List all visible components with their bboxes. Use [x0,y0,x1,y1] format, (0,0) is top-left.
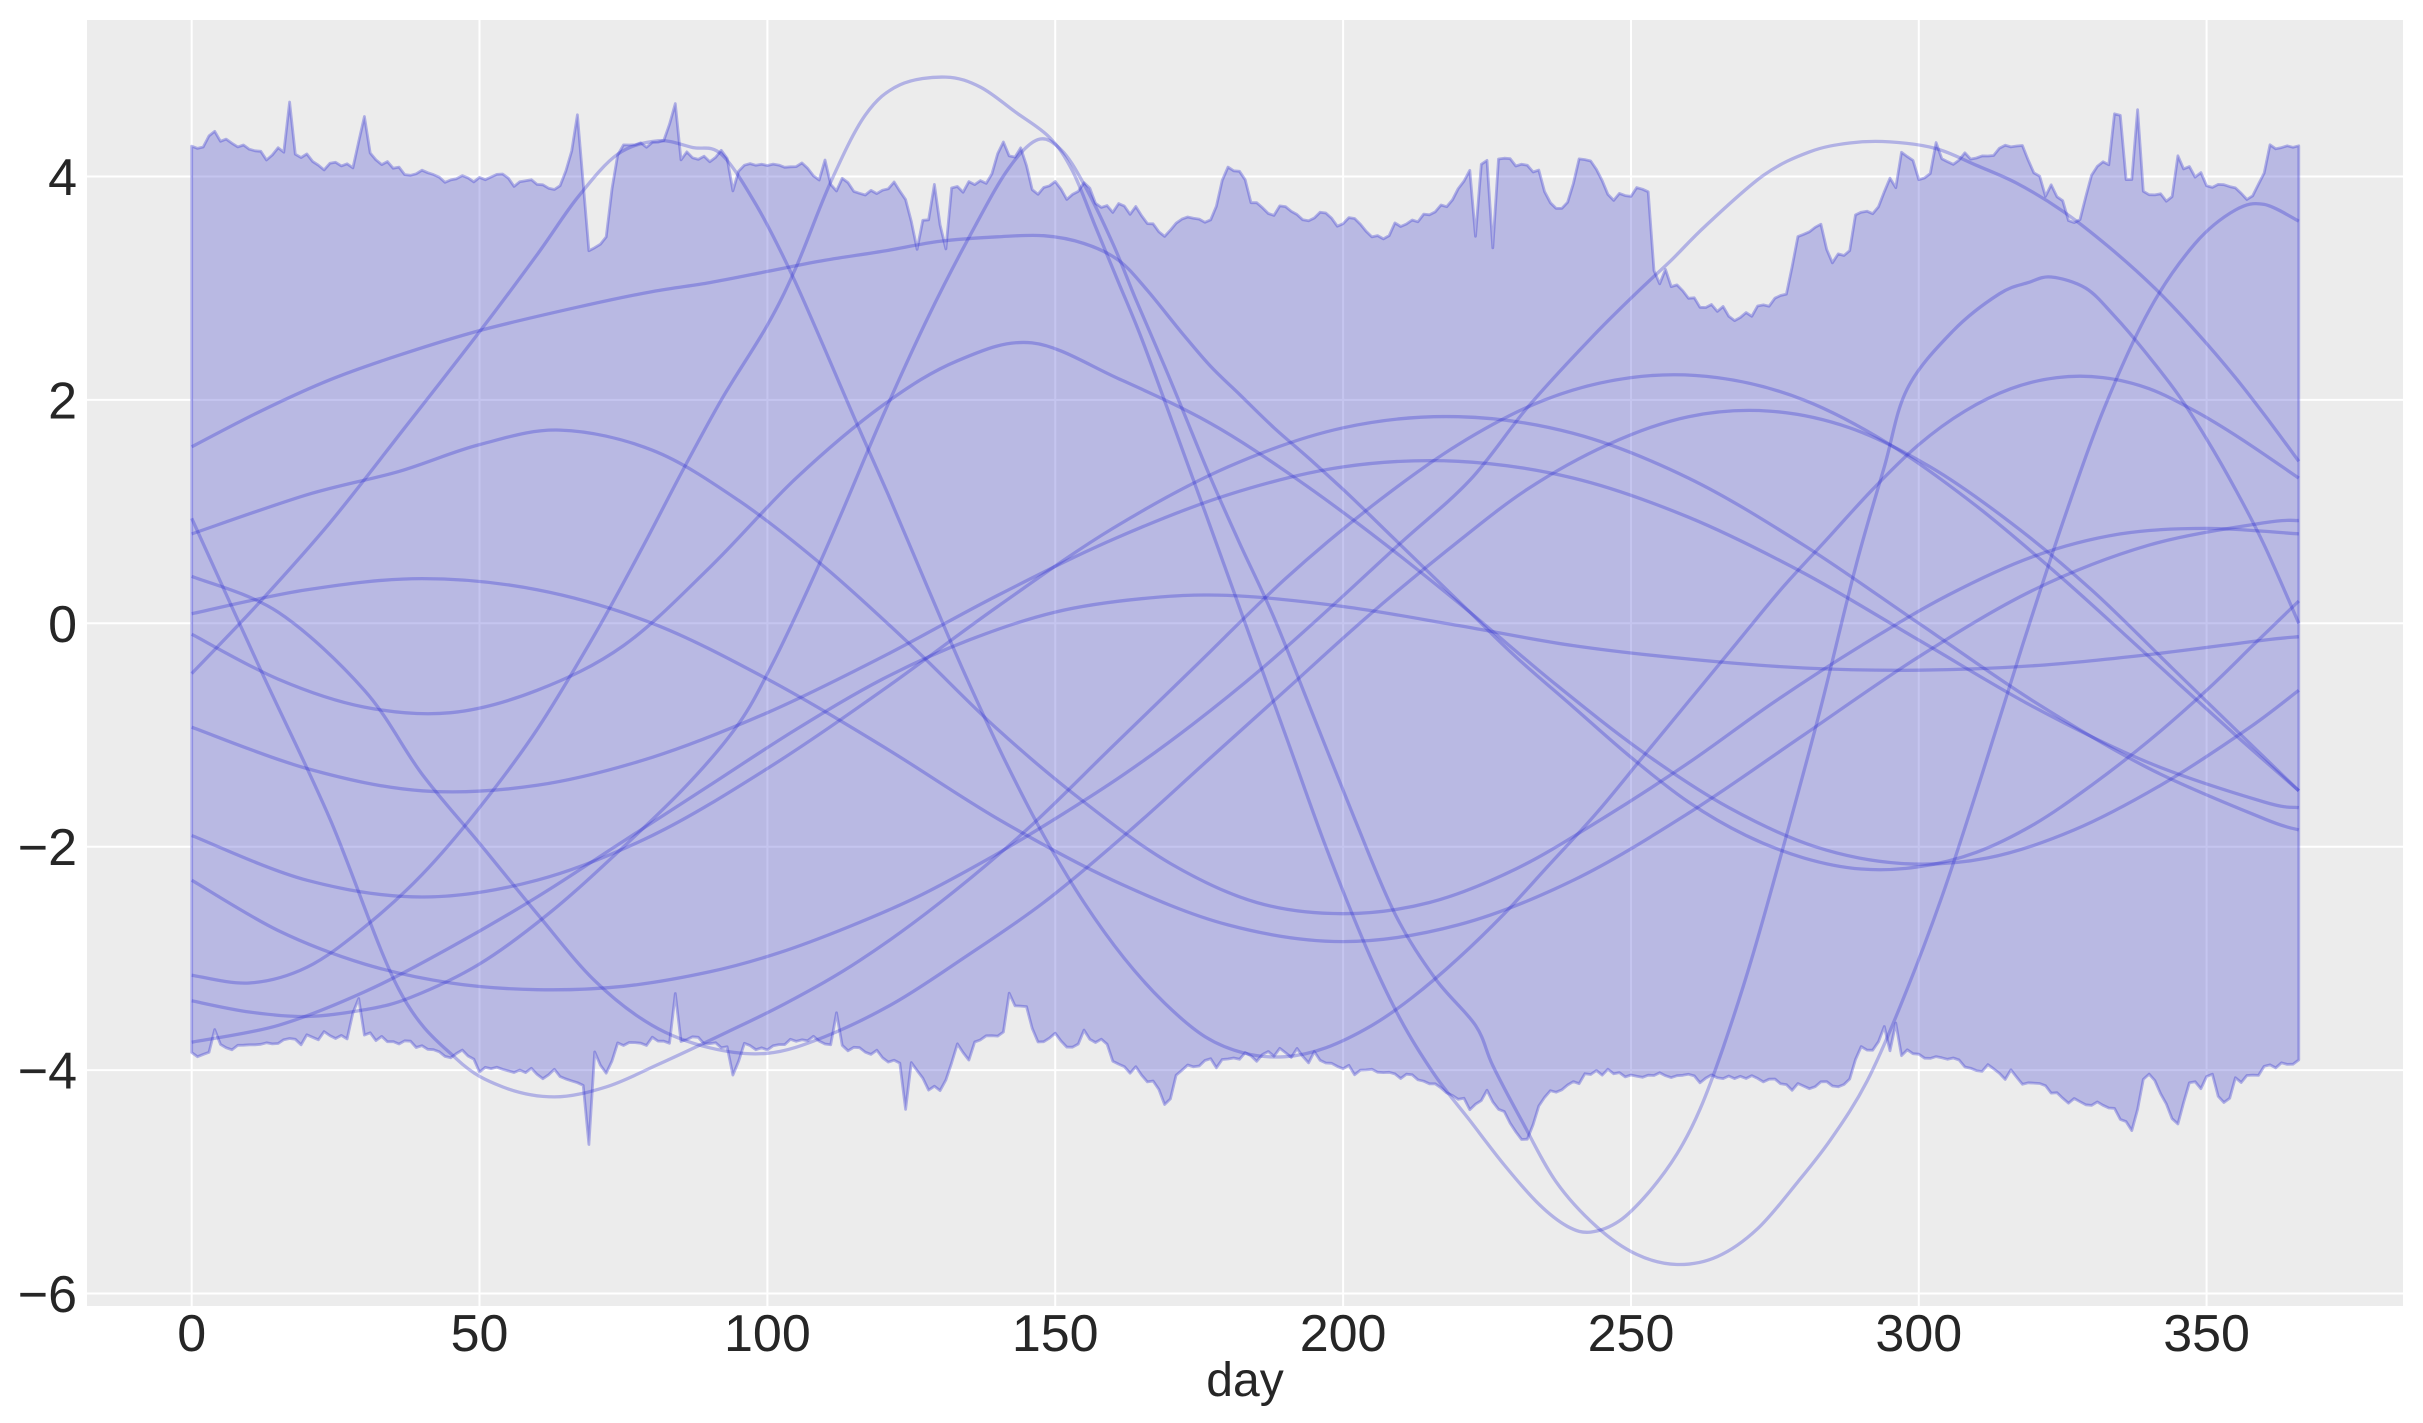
svg-text:250: 250 [1588,1305,1675,1363]
svg-text:150: 150 [1012,1305,1099,1363]
svg-text:100: 100 [724,1305,811,1363]
svg-text:day: day [1206,1354,1283,1407]
svg-text:−4: −4 [18,1043,77,1101]
svg-text:−6: −6 [18,1266,77,1324]
svg-text:4: 4 [48,149,77,207]
svg-text:−2: −2 [18,819,77,877]
svg-text:300: 300 [1875,1305,1962,1363]
svg-text:200: 200 [1300,1305,1387,1363]
svg-text:50: 50 [451,1305,509,1363]
svg-text:0: 0 [177,1305,206,1363]
svg-text:0: 0 [48,596,77,654]
svg-text:350: 350 [2163,1305,2250,1363]
svg-text:2: 2 [48,372,77,430]
